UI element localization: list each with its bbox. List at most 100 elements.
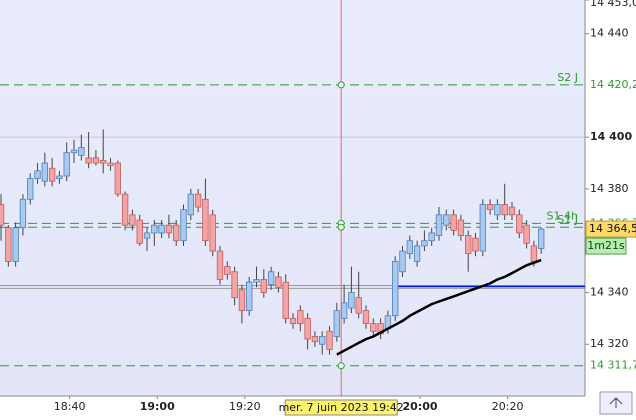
level-value-label: 14 311,7 (590, 359, 636, 372)
candle-body (216, 250, 224, 280)
y-tick-label: 14 320 (590, 337, 629, 350)
candle-body (41, 162, 48, 182)
candle-body (100, 160, 107, 164)
candle-body (494, 204, 501, 216)
candle-body (501, 204, 508, 216)
level-name: S1 4h (547, 209, 578, 222)
candle-body (231, 271, 238, 299)
candle-body (136, 219, 143, 244)
candle-body (187, 193, 194, 216)
moving-average (336, 258, 542, 356)
candle-body (63, 152, 70, 177)
level-name: S1 J (557, 213, 578, 226)
crosshair-label-box (284, 399, 398, 416)
candle-body (443, 214, 450, 226)
crosshair-level-dot (337, 223, 345, 231)
scroll-icon (609, 397, 623, 408)
candle-body (508, 206, 516, 216)
candle-body (516, 214, 523, 234)
candle-body (326, 330, 333, 350)
crosshair-level-dot (337, 81, 345, 89)
y-axis-area (585, 0, 636, 416)
candle-body (530, 245, 538, 262)
candle-body (27, 178, 34, 200)
y-tick-label: 14 340 (590, 285, 629, 298)
candle-body (151, 224, 158, 234)
candle-body (362, 310, 370, 324)
candle-body (392, 261, 399, 317)
candle-body (435, 214, 443, 236)
candle-body (85, 157, 92, 164)
candle-body (253, 279, 260, 283)
crosshair-level-dot (337, 362, 345, 370)
y-tick-label: 14 453,0 (590, 0, 636, 9)
candle-body (56, 175, 63, 179)
current-price-box (585, 220, 636, 238)
candle-body (538, 228, 545, 249)
candle-body (121, 193, 129, 226)
candle-body (114, 162, 121, 195)
candle-body (399, 250, 406, 273)
candle-body (370, 323, 377, 332)
candle-body (289, 317, 297, 324)
candle-body (48, 167, 56, 182)
candle-body (246, 281, 253, 311)
candle-body (340, 302, 348, 319)
x-tick-label: 20:20 (492, 400, 524, 413)
candle-body (173, 224, 180, 242)
plot-area (0, 0, 585, 396)
candle-body (457, 219, 465, 236)
candle-body (333, 310, 340, 337)
candle-body (194, 193, 202, 208)
candle-body (319, 336, 326, 345)
x-tick-label: 19:20 (229, 400, 261, 413)
x-tick-label: 20:00 (403, 400, 438, 413)
candle-body (5, 227, 12, 262)
candle-body (158, 224, 165, 234)
timer-box (585, 237, 627, 255)
candle-body (472, 237, 479, 252)
candle-body (348, 292, 355, 309)
candle-body (238, 289, 246, 311)
candle-body (34, 170, 41, 179)
candle-body (78, 147, 85, 156)
candle-body (165, 224, 173, 234)
candle-body (260, 279, 267, 293)
candle-body (143, 232, 151, 239)
candle-body (413, 245, 421, 262)
y-tick-label: 14 380 (590, 182, 629, 195)
candle-body (129, 214, 136, 226)
candle-body (465, 235, 472, 255)
timer-label: 1m21s (587, 239, 625, 252)
level-value-label: 14 420,2 (590, 78, 636, 91)
candle-body (428, 232, 435, 242)
candle-body (304, 317, 311, 340)
candle-body (421, 240, 428, 247)
candle-body (355, 297, 362, 314)
level-name: S2 J (557, 71, 578, 84)
y-tick-label: 14 400 (590, 130, 632, 143)
candle-body (70, 149, 78, 154)
candle-body (486, 204, 494, 211)
candle-body (202, 198, 209, 242)
candle-body (107, 162, 114, 167)
candle-body (209, 214, 216, 252)
candle-body (12, 227, 19, 262)
x-tick-label: 19:00 (140, 400, 175, 413)
crosshair-label: mer. 7 juin 2023 19:42 (279, 401, 404, 414)
candle-body (282, 281, 289, 319)
candle-body (0, 204, 5, 226)
candle-body (297, 310, 304, 324)
candle-body (267, 271, 275, 286)
candle-body (92, 157, 100, 164)
candle-body (19, 198, 27, 229)
candle-body (450, 214, 457, 231)
candle-body (275, 276, 282, 288)
candle-body (180, 209, 187, 242)
y-tick-label: 14 440 (590, 27, 629, 40)
candle-body (523, 224, 530, 244)
candle-body (479, 204, 486, 252)
x-tick-label: 18:40 (54, 400, 86, 413)
